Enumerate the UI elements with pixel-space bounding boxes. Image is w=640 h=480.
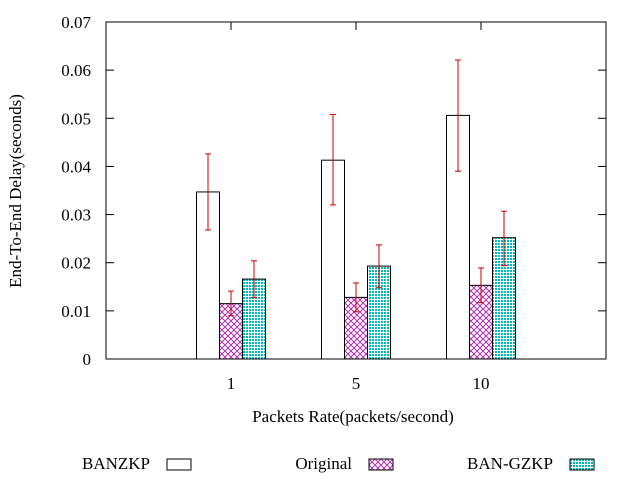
y-tick-label: 0.07 — [61, 13, 91, 32]
legend-swatch-ban-gzkp — [569, 458, 595, 471]
y-tick-label: 0.03 — [61, 206, 91, 225]
legend-label-original: Original — [295, 454, 352, 473]
x-axis-label: Packets Rate(packets/second) — [252, 407, 454, 426]
legend-label-banzkp: BANZKP — [82, 454, 150, 473]
y-axis-label: End-To-End Delay(seconds) — [6, 94, 25, 288]
error-bars-group — [205, 59, 507, 317]
x-tick-label: 10 — [473, 374, 490, 393]
y-tick-label: 0.04 — [61, 157, 91, 176]
x-tick-label: 5 — [352, 374, 361, 393]
legend: BANZKP Original BAN-GZKP — [82, 454, 595, 473]
y-tick-label: 0 — [83, 350, 92, 369]
legend-label-ban-gzkp: BAN-GZKP — [467, 454, 553, 473]
legend-swatch-original — [368, 458, 394, 471]
y-tick-label: 0.02 — [61, 254, 91, 273]
y-axis: 0 0.01 0.02 0.03 0.04 0.05 0.06 0.07 — [61, 13, 606, 369]
legend-swatch-banzkp — [166, 458, 192, 471]
bars-group — [196, 114, 516, 360]
x-tick-label: 1 — [227, 374, 236, 393]
y-tick-label: 0.06 — [61, 61, 91, 80]
y-tick-label: 0.05 — [61, 109, 91, 128]
y-tick-label: 0.01 — [61, 302, 91, 321]
